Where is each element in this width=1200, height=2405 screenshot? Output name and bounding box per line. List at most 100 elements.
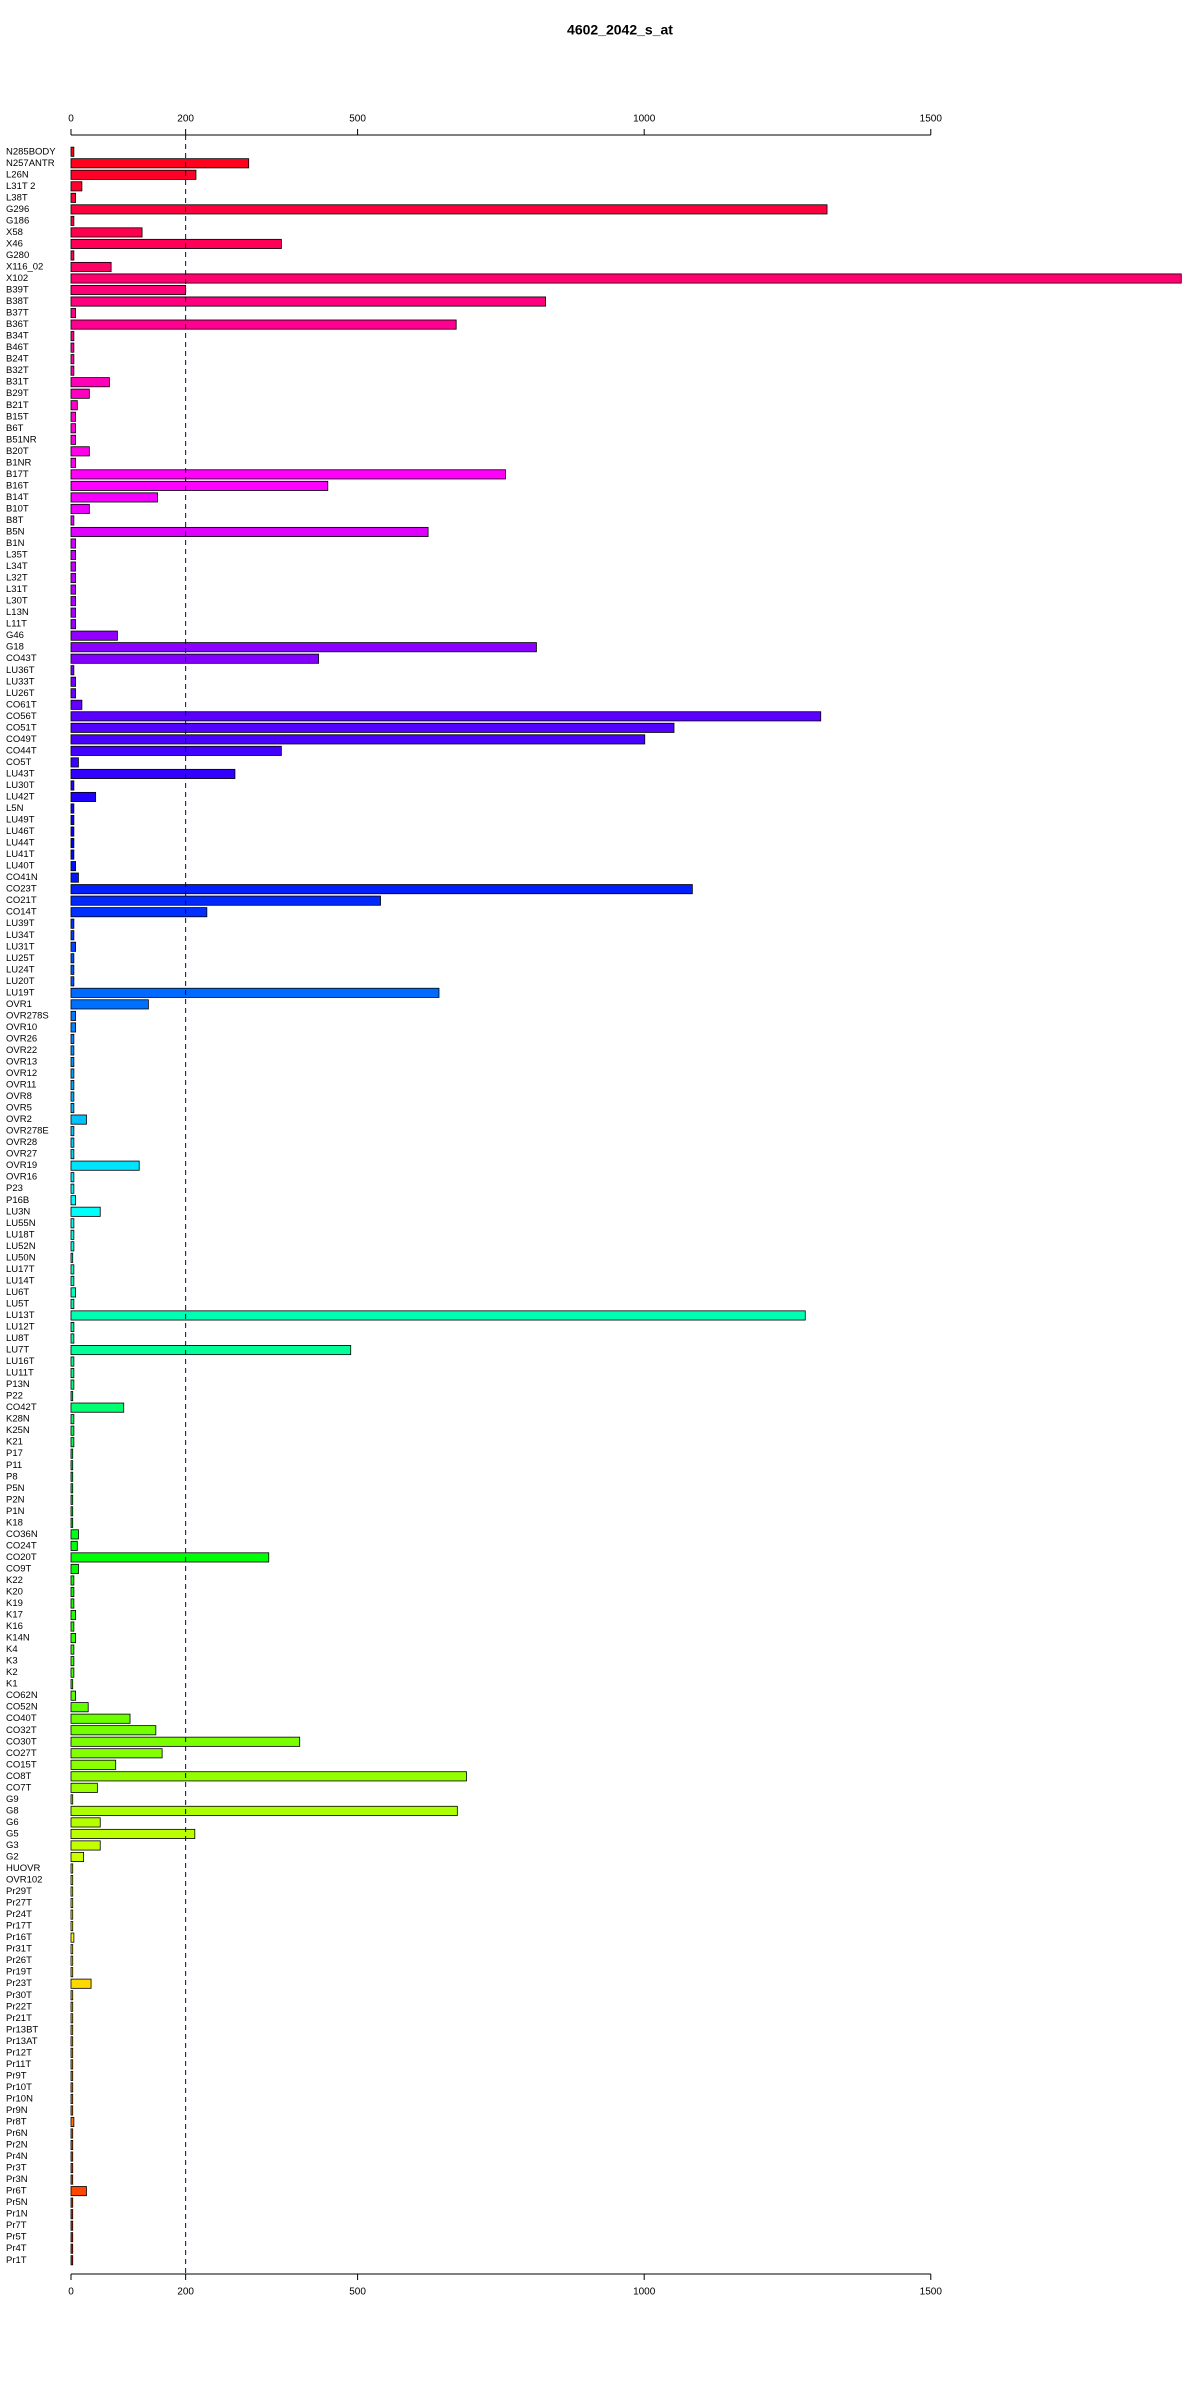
- bar: [70, 757, 79, 768]
- bar: [70, 1045, 75, 1056]
- bar: [70, 1633, 76, 1644]
- y-tick-label: B34T: [6, 331, 29, 342]
- bar: [70, 2128, 74, 2139]
- y-tick-label: CO7T: [6, 1782, 32, 1793]
- bar: [70, 1448, 74, 1459]
- bar: [70, 895, 381, 906]
- bar: [70, 1748, 163, 1759]
- y-tick-label: L26N: [6, 169, 29, 180]
- y-tick-label: CO5T: [6, 757, 32, 768]
- y-tick-label: LU7T: [6, 1345, 29, 1356]
- bar: [70, 354, 75, 365]
- bar: [70, 1932, 75, 1943]
- bar: [70, 457, 76, 468]
- y-tick-label: K21: [6, 1437, 23, 1448]
- y-tick-label: Pr13AT: [6, 2036, 38, 2047]
- y-tick-label: G18: [6, 642, 24, 653]
- y-tick-label: Pr3T: [6, 2163, 27, 2174]
- bar: [70, 1252, 74, 1263]
- y-tick-label: B1NR: [6, 457, 31, 468]
- bar: [70, 1506, 74, 1517]
- bar: [70, 1851, 85, 1862]
- bar: [70, 987, 440, 998]
- y-tick-label: LU16T: [6, 1356, 35, 1367]
- bar: [70, 884, 693, 895]
- y-tick-label: LU12T: [6, 1321, 35, 1332]
- y-tick-label: CO42T: [6, 1402, 37, 1413]
- y-tick-label: X116_02: [6, 261, 43, 272]
- y-tick-label: CO32T: [6, 1725, 37, 1736]
- y-tick-label: Pr17T: [6, 1921, 32, 1932]
- bar: [70, 1494, 74, 1505]
- bar: [70, 250, 75, 261]
- bar: [70, 596, 76, 607]
- bar: [70, 630, 118, 641]
- bar: [70, 1310, 806, 1321]
- x-tick-label: 1000: [633, 114, 656, 125]
- y-tick-label: Pr29T: [6, 1886, 32, 1897]
- y-tick-label: LU42T: [6, 791, 35, 802]
- bar: [70, 238, 282, 249]
- bar: [70, 1921, 74, 1932]
- bar: [70, 1782, 98, 1793]
- y-tick-label: CO41N: [6, 872, 38, 883]
- y-tick-label: LU3N: [6, 1206, 30, 1217]
- y-tick-label: OVR16: [6, 1172, 37, 1183]
- bar: [70, 342, 75, 353]
- y-tick-label: CO40T: [6, 1713, 37, 1724]
- y-tick-label: Pr19T: [6, 1967, 32, 1978]
- bar: [70, 1679, 74, 1690]
- bar: [70, 146, 75, 157]
- bar: [70, 699, 83, 710]
- y-tick-label: CO43T: [6, 653, 37, 664]
- bar: [70, 273, 1182, 284]
- bar: [70, 1022, 76, 1033]
- bar: [70, 1575, 75, 1586]
- y-tick-label: CO49T: [6, 734, 37, 745]
- y-tick-label: OVR22: [6, 1045, 37, 1056]
- bar: [70, 1183, 75, 1194]
- y-tick-label: B29T: [6, 388, 29, 399]
- bar: [70, 849, 75, 860]
- y-tick-label: K3: [6, 1656, 18, 1667]
- y-tick-label: B24T: [6, 354, 29, 365]
- bar: [70, 1828, 196, 1839]
- y-tick-label: B51NR: [6, 434, 37, 445]
- y-tick-label: LU24T: [6, 964, 35, 975]
- y-tick-label: K18: [6, 1517, 23, 1528]
- y-tick-label: Pr8T: [6, 2116, 27, 2127]
- y-tick-label: Pr22T: [6, 2001, 32, 2012]
- y-tick-label: LU49T: [6, 815, 35, 826]
- bar: [70, 2209, 74, 2220]
- bar: [70, 550, 76, 561]
- bar: [70, 1402, 125, 1413]
- y-tick-label: LU13T: [6, 1310, 35, 1321]
- bar: [70, 1137, 75, 1148]
- y-tick-label: Pr9T: [6, 2070, 27, 2081]
- y-tick-label: LU40T: [6, 861, 35, 872]
- bar: [70, 261, 112, 272]
- y-tick-label: CO52N: [6, 1702, 38, 1713]
- bar: [70, 2070, 74, 2081]
- y-tick-label: Pr23T: [6, 1978, 32, 1989]
- y-tick-label: G5: [6, 1828, 19, 1839]
- bar: [70, 1563, 79, 1574]
- y-tick-label: Pr31T: [6, 1944, 32, 1955]
- y-tick-label: CO51T: [6, 722, 37, 733]
- bar: [70, 1218, 75, 1229]
- bar: [70, 1368, 75, 1379]
- y-tick-label: Pr1N: [6, 2209, 28, 2220]
- y-tick-label: LU41T: [6, 849, 35, 860]
- x-tick-label: 200: [177, 114, 194, 125]
- y-tick-label: OVR11: [6, 1080, 36, 1091]
- y-tick-label: X46: [6, 238, 23, 249]
- y-tick-label: OVR19: [6, 1160, 37, 1171]
- bar: [70, 2116, 75, 2127]
- bar: [70, 2220, 74, 2231]
- bar: [70, 1713, 131, 1724]
- y-tick-label: B10T: [6, 503, 29, 514]
- bar: [70, 1103, 75, 1114]
- y-tick-label: Pr24T: [6, 1909, 32, 1920]
- bar: [70, 1172, 75, 1183]
- bar: [70, 941, 76, 952]
